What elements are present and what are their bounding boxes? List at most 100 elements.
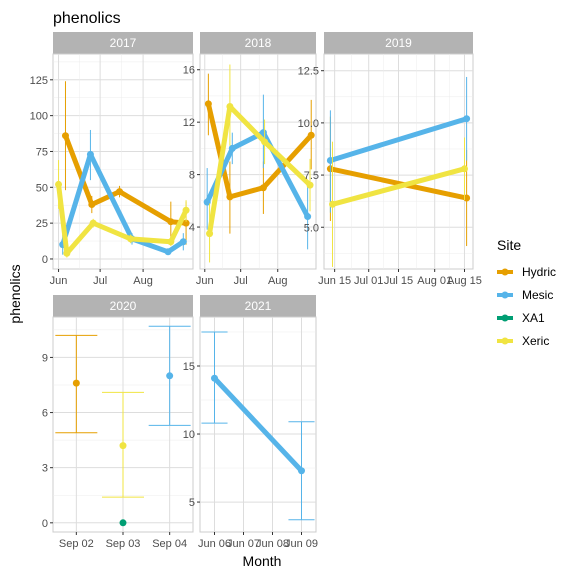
data-point <box>116 188 124 196</box>
data-point <box>228 144 236 152</box>
y-tick-label: 6 <box>42 408 48 420</box>
x-tick-label: Jun <box>50 275 68 287</box>
legend-key-point <box>501 268 509 276</box>
series-line <box>327 116 470 163</box>
panel-strip <box>324 32 473 54</box>
y-tick-label: 3 <box>42 463 48 475</box>
legend-key-point <box>501 337 509 345</box>
y-tick-label: 12 <box>183 117 195 129</box>
data-point <box>119 519 127 527</box>
data-point <box>211 374 218 382</box>
y-tick-label: 25 <box>36 218 48 230</box>
x-tick-label: Sep 03 <box>106 538 141 550</box>
data-point <box>61 132 69 140</box>
x-tick-label: Jul 01 <box>354 275 383 287</box>
series-xeric <box>102 391 144 498</box>
x-tick-label: Aug <box>133 275 153 287</box>
legend-label: Hydric <box>522 265 556 279</box>
legend-label: Xeric <box>522 334 549 348</box>
y-tick-label: 10.0 <box>298 118 319 130</box>
x-tick-label: Jun 07 <box>227 538 260 550</box>
legend-entry-mesic: Mesic <box>496 286 553 304</box>
y-tick-label: 16 <box>183 65 195 77</box>
data-point <box>226 193 234 201</box>
data-point <box>203 198 211 206</box>
panel-2020: 2020 0 3 6 9 Sep 02 Sep 03 Sep 04 <box>42 295 194 550</box>
legend-title: Site <box>497 237 521 253</box>
x-tick-label: Jun <box>196 275 214 287</box>
legend: Hydric Mesic XA1 Xeric <box>496 263 556 350</box>
series-xeric <box>55 160 190 258</box>
panel-background <box>199 53 317 270</box>
data-point <box>89 219 97 227</box>
x-tick-label: Aug <box>268 275 288 287</box>
x-tick-label: Aug 01 <box>417 275 452 287</box>
x-tick-label: Jul <box>93 275 107 287</box>
panel-2017: 2017 0 25 50 75 100 125 Jun Jul Aug <box>30 32 194 287</box>
y-tick-label: 9 <box>42 352 48 364</box>
panel-strip <box>53 32 193 54</box>
x-axis-label: Month <box>243 553 282 569</box>
chart-title: phenolics <box>53 10 121 27</box>
panel-strip-label: 2018 <box>245 36 272 50</box>
series-xeric <box>206 64 314 263</box>
panel-2018: 2018 4 8 12 16 Jun Jul Aug <box>183 32 317 287</box>
legend-label: XA1 <box>522 311 545 325</box>
data-point <box>164 248 172 256</box>
y-tick-label: 0 <box>42 254 48 266</box>
x-tick-label: Jun 06 <box>198 538 231 550</box>
legend-entry-hydric: Hydric <box>496 263 556 281</box>
series-xeric <box>329 137 468 267</box>
data-point <box>72 379 80 387</box>
legend-label: Mesic <box>522 288 553 302</box>
data-point <box>88 201 96 208</box>
x-tick-label: Aug 15 <box>447 275 482 287</box>
panel-strip-label: 2019 <box>385 36 412 50</box>
y-tick-label: 8 <box>189 170 195 182</box>
panel-strip-label: 2017 <box>110 36 137 50</box>
y-tick-label: 15 <box>183 361 195 373</box>
y-tick-label: 50 <box>36 182 48 194</box>
data-point <box>298 467 305 475</box>
series-line <box>330 166 467 207</box>
y-tick-label: 5 <box>189 497 195 509</box>
data-point <box>167 238 175 246</box>
series-line <box>327 166 470 201</box>
data-point <box>179 238 187 246</box>
data-point <box>206 230 214 238</box>
legend-key-point <box>501 314 509 322</box>
legend-entry-xeric: Xeric <box>496 332 549 350</box>
y-tick-label: 0 <box>42 518 48 530</box>
data-point <box>261 138 269 146</box>
x-tick-label: Jun 09 <box>285 538 318 550</box>
data-point <box>182 219 190 227</box>
x-tick-label: Jul <box>234 275 248 287</box>
data-point <box>463 115 471 123</box>
data-point <box>304 213 312 221</box>
x-tick-label: Sep 04 <box>152 538 187 550</box>
series-line <box>212 375 304 474</box>
data-point <box>166 372 174 380</box>
data-point <box>55 180 63 188</box>
series-line <box>56 181 189 256</box>
y-tick-label: 100 <box>30 111 48 123</box>
x-tick-label: Jul 15 <box>384 275 413 287</box>
data-point <box>259 184 267 192</box>
series-line <box>207 103 313 237</box>
x-tick-label: Jun 15 <box>318 275 351 287</box>
series-xa1 <box>119 519 127 527</box>
data-point <box>259 129 267 137</box>
y-tick-label: 5.0 <box>304 222 319 234</box>
panel-2019: 2019 5.0 7.5 10.0 12.5 Jun 15 Jul 01 Jul 15 Aug … <box>298 32 482 287</box>
data-point <box>306 181 314 189</box>
y-tick-label: 10 <box>183 429 195 441</box>
x-tick-label: Sep 02 <box>59 538 94 550</box>
panel-strip <box>200 32 316 54</box>
data-point <box>167 218 175 226</box>
y-axis-label: phenolics <box>7 264 23 323</box>
data-point <box>182 206 190 214</box>
series-hydric <box>55 334 98 434</box>
y-tick-label: 7.5 <box>304 170 319 182</box>
